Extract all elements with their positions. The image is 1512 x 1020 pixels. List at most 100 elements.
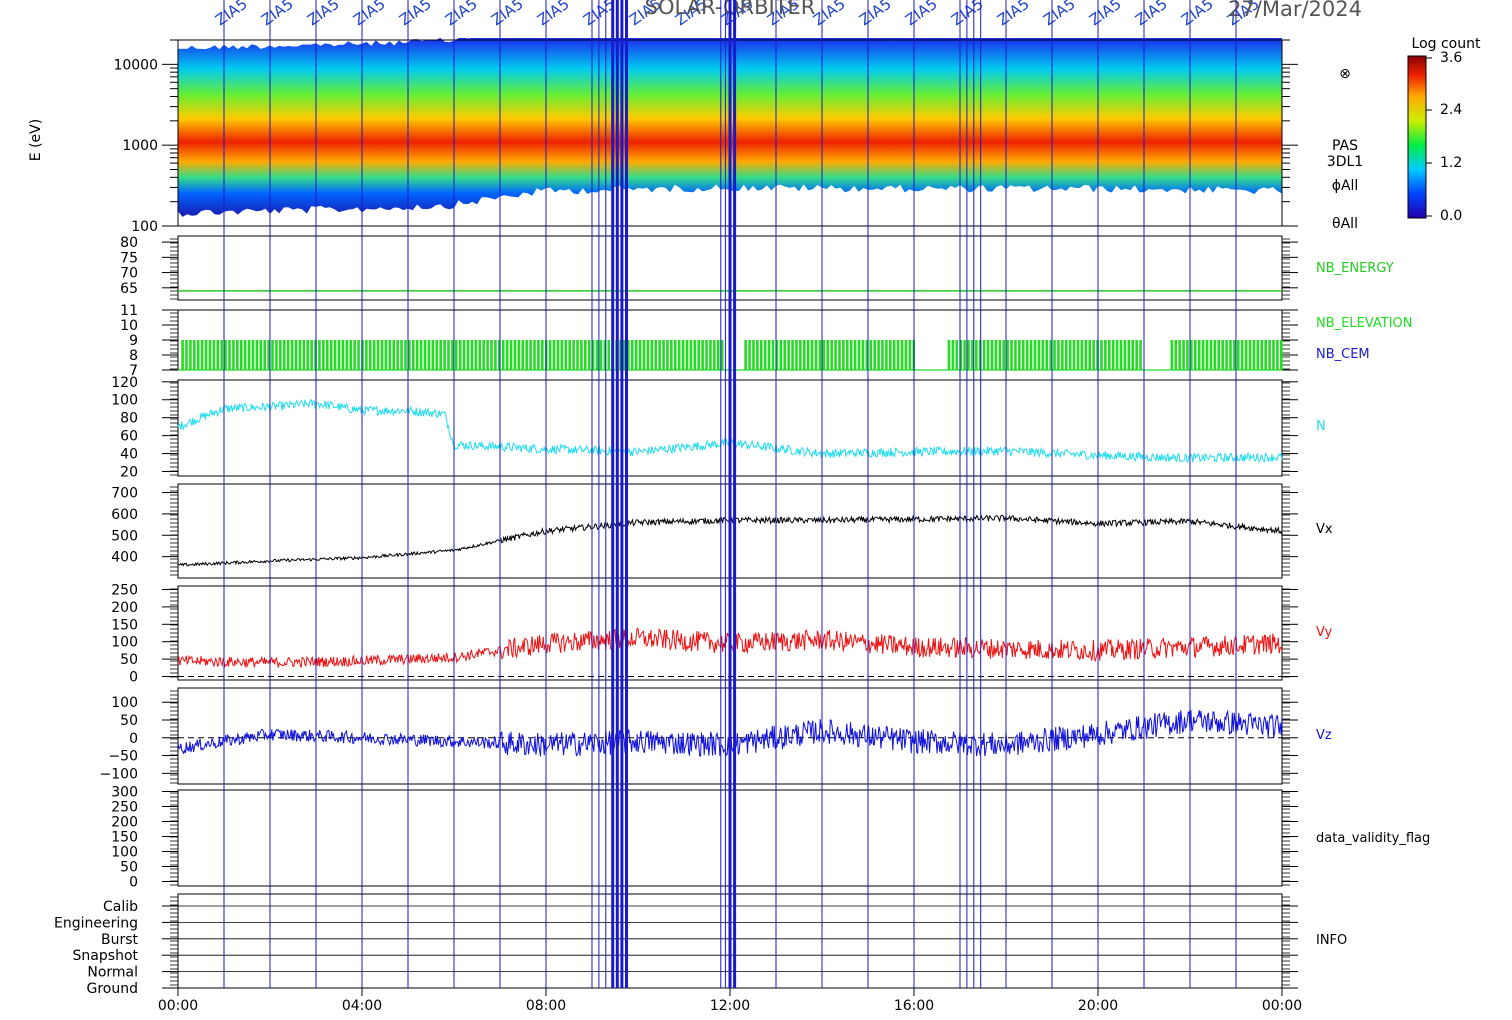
spectrogram-tick-1: 1000 xyxy=(122,138,158,154)
x-tick-5: 20:00 xyxy=(1078,998,1118,1014)
event-label-5: ZIA5 xyxy=(442,0,481,29)
spectrogram-ylabel: E (eV) xyxy=(28,119,44,161)
x-tick-4: 16:00 xyxy=(894,998,934,1014)
x-tick-0: 00:00 xyxy=(158,998,198,1014)
spectrogram-tick-0: 10000 xyxy=(113,57,158,73)
colorbar-tick-0: 3.6 xyxy=(1440,50,1462,66)
panel-label-5: Vy xyxy=(1316,625,1333,640)
event-label-14: ZIA5 xyxy=(856,0,895,29)
x-tick-2: 08:00 xyxy=(526,998,566,1014)
spectrogram-label-0: ⊗ xyxy=(1339,66,1351,82)
panel-label-3: N xyxy=(1316,419,1326,434)
panel-info: INFO CalibEngineeringBurstSnapshotNormalG… xyxy=(54,893,1347,997)
panel-label-8: INFO xyxy=(1316,933,1347,948)
time-axis: 00:00 04:00 08:00 12:00 16:00 20:00 00:00 xyxy=(158,988,1302,1014)
panel-label-1: NB_ELEVATION xyxy=(1316,316,1413,331)
event-label-4: ZIA5 xyxy=(396,0,435,29)
panel-tick-5-2: 150 xyxy=(111,617,138,633)
panel-tick-6-3: −50 xyxy=(108,749,138,765)
panel-tick-0-0: 80 xyxy=(120,235,138,251)
event-label-19: ZIA5 xyxy=(1086,0,1125,29)
panel-tick-3-2: 80 xyxy=(120,411,138,427)
panel-tick-3-0: 120 xyxy=(111,375,138,391)
spectrogram-label-2: 3DL1 xyxy=(1327,154,1363,170)
x-tick-6: 00:00 xyxy=(1262,998,1302,1014)
panel-vz: Vz 100 50 0 −50−100 xyxy=(100,687,1332,785)
panel-tick-5-0: 250 xyxy=(111,582,138,598)
panel-tick-4-2: 500 xyxy=(111,528,138,544)
colorbar-tick-3: 0.0 xyxy=(1440,208,1462,224)
panel-label-7: data_validity_flag xyxy=(1316,831,1430,846)
event-label-6: ZIA5 xyxy=(488,0,527,29)
x-tick-3: 12:00 xyxy=(710,998,750,1014)
panel-tick-5-5: 0 xyxy=(129,670,138,686)
spectrogram-label-1: PAS xyxy=(1332,138,1358,154)
event-label-17: ZIA5 xyxy=(994,0,1033,29)
panel-tick-8-4: Normal xyxy=(87,965,138,981)
panel-label-2: NB_CEM xyxy=(1316,347,1370,362)
event-label-7: ZIA5 xyxy=(534,0,573,29)
panel-tick-0-1: 75 xyxy=(120,250,138,266)
panel-tick-7-1: 250 xyxy=(111,800,138,816)
panel-tick-8-1: Engineering xyxy=(54,915,138,931)
chart-header: ZIA5 ZIA5 ZIA5 ZIA5 ZIA5 ZIA5 ZIA5 ZIA5 ZIA5 ZIA5… xyxy=(212,0,1362,29)
panel-tick-7-6: 0 xyxy=(129,875,138,891)
panel-tick-4-3: 400 xyxy=(111,550,138,566)
panel-tick-0-3: 65 xyxy=(120,281,138,297)
event-label-0: ZIA5 xyxy=(212,0,251,29)
panel-tick-1-1: 10 xyxy=(120,318,138,334)
panel-tick-4-1: 600 xyxy=(111,507,138,523)
spectrogram-tick-2: 100 xyxy=(131,219,158,235)
event-label-18: ZIA5 xyxy=(1040,0,1079,29)
panel-tick-8-2: Burst xyxy=(101,932,139,948)
panel-tick-6-4: −100 xyxy=(100,766,138,782)
panel-nb-cem: NB_CEM xyxy=(1316,347,1370,362)
event-lines xyxy=(223,0,1237,988)
colorbar-tick-1: 2.4 xyxy=(1440,102,1462,118)
spectrogram-label-4: θAll xyxy=(1332,216,1358,232)
spectrogram-y-ticks: 10000 1000 100 xyxy=(113,39,1298,235)
colorbar-scale xyxy=(1407,55,1427,219)
spectrogram-label-3: ϕAll xyxy=(1332,178,1359,194)
panel-tick-8-5: Ground xyxy=(87,981,139,997)
x-tick-1: 04:00 xyxy=(342,998,382,1014)
panel-tick-4-0: 700 xyxy=(111,486,138,502)
panel-tick-7-0: 300 xyxy=(111,785,138,801)
panel-tick-7-3: 150 xyxy=(111,830,138,846)
panel-label-6: Vz xyxy=(1316,728,1332,743)
colorbar: Log count 3.6 2.4 1.2 0.0 xyxy=(1407,36,1481,224)
panel-tick-3-5: 20 xyxy=(120,465,138,481)
panel-tick-6-1: 50 xyxy=(120,713,138,729)
event-label-21: ZIA5 xyxy=(1178,0,1217,29)
colorbar-tick-2: 1.2 xyxy=(1440,155,1462,171)
panel-tick-1-4: 7 xyxy=(129,363,138,379)
event-label-13: ZIA5 xyxy=(810,0,849,29)
colorbar-title: Log count xyxy=(1412,36,1481,52)
panel-tick-5-1: 200 xyxy=(111,600,138,616)
panel-tick-1-3: 8 xyxy=(129,348,138,364)
panel-tick-1-2: 9 xyxy=(129,333,138,349)
panel-tick-8-0: Calib xyxy=(103,899,138,915)
event-label-3: ZIA5 xyxy=(350,0,389,29)
panel-label-0: NB_ENERGY xyxy=(1316,261,1394,276)
panel-tick-1-0: 11 xyxy=(120,303,138,319)
panel-tick-3-3: 60 xyxy=(120,429,138,445)
panel-vx: Vx 700 600 500 400 xyxy=(111,483,1333,579)
panel-tick-3-1: 100 xyxy=(111,393,138,409)
event-label-2: ZIA5 xyxy=(304,0,343,29)
panel-tick-7-4: 100 xyxy=(111,845,138,861)
colorbar-ticks: 3.6 2.4 1.2 0.0 xyxy=(1426,50,1462,224)
panel-tick-8-3: Snapshot xyxy=(73,948,139,964)
panel-tick-6-0: 100 xyxy=(111,695,138,711)
panel-tick-5-3: 100 xyxy=(111,635,138,651)
panel-tick-6-2: 0 xyxy=(129,731,138,747)
panel-tick-0-2: 70 xyxy=(120,266,138,282)
time-series-panels: NB_ENERGY80757065NB_ELEVATION1110987NB_C… xyxy=(54,235,1430,997)
event-label-1: ZIA5 xyxy=(258,0,297,29)
